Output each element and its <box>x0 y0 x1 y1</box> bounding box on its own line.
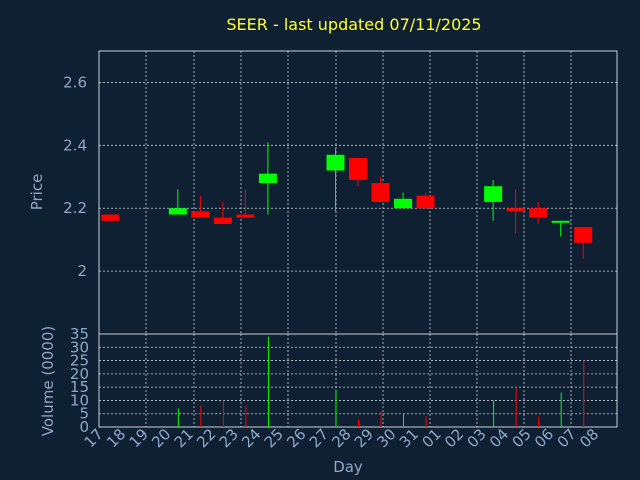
volume-tick-label: 0 <box>79 418 89 436</box>
volume-tick-label: 20 <box>70 365 89 383</box>
price-axis-label: Price <box>28 174 46 211</box>
price-tick-label: 2.4 <box>63 136 87 154</box>
volume-panel: 0510152025303517181920212223242526272829… <box>70 325 618 451</box>
volume-axis-label: Volume (0000) <box>39 326 57 436</box>
volume-tick-label: 35 <box>70 325 89 343</box>
volume-frame <box>98 333 618 428</box>
candle-body <box>574 227 593 243</box>
price-tick-label: 2.2 <box>63 199 87 217</box>
candle-body <box>529 208 548 218</box>
chart-title: SEER - last updated 07/11/2025 <box>226 15 481 34</box>
candle-body <box>213 217 232 224</box>
volume-tick-label: 15 <box>70 378 89 396</box>
volume-tick-label: 5 <box>79 405 89 423</box>
volume-tick-label: 25 <box>70 352 89 370</box>
candle-body <box>506 208 525 212</box>
price-panel: 2 2.2 2.4 2.6 <box>63 50 618 335</box>
volume-tick-label: 10 <box>70 391 89 409</box>
candle-body <box>258 173 277 184</box>
candle-body <box>191 211 210 218</box>
candle-body <box>236 214 255 218</box>
candle-body <box>168 208 187 215</box>
price-tick-label: 2.6 <box>63 73 87 91</box>
x-axis-label: Day <box>333 458 363 476</box>
price-tick-label: 2 <box>77 262 87 280</box>
candle-body <box>101 214 120 221</box>
price-frame <box>98 50 618 335</box>
candle-body <box>326 154 345 171</box>
candle-body <box>551 220 570 223</box>
candle-body <box>416 195 435 209</box>
x-tick-label: 08 <box>576 425 602 451</box>
candle-body <box>371 183 390 202</box>
candle-body <box>349 157 367 180</box>
volume-tick-label: 30 <box>70 338 89 356</box>
candle-body <box>484 186 503 202</box>
candle-body <box>394 198 413 209</box>
